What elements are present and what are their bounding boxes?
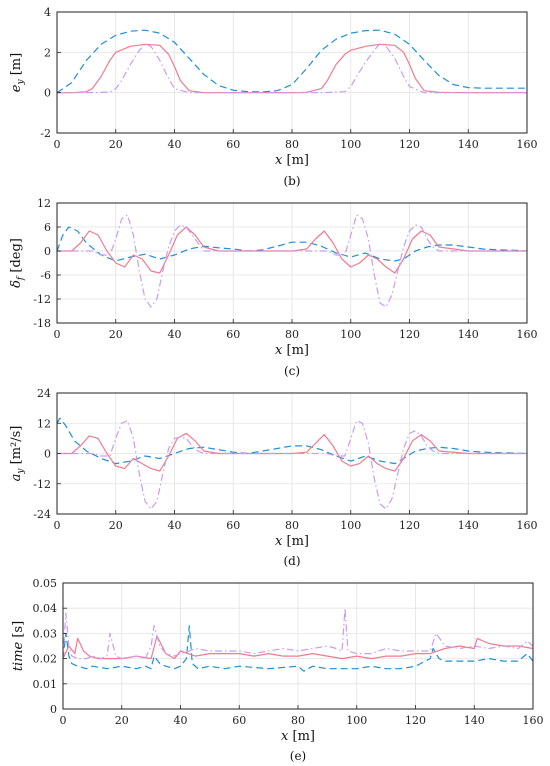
y-tick-label: -12 xyxy=(33,478,51,491)
x-axis-unit: [m] xyxy=(282,153,309,168)
x-tick-label: 60 xyxy=(226,519,240,532)
x-tick-label: 100 xyxy=(340,328,361,341)
x-tick-label: 160 xyxy=(523,714,544,727)
panel-caption: (c) xyxy=(284,364,300,378)
x-tick-label: 160 xyxy=(517,519,538,532)
x-tick-label: 80 xyxy=(285,328,299,341)
series-line-dashed xyxy=(63,625,533,672)
x-tick-label: 0 xyxy=(54,138,61,151)
x-tick-label: 160 xyxy=(517,328,538,341)
x-tick-label: 100 xyxy=(340,138,361,151)
y-axis-unit: [m] xyxy=(9,53,24,80)
y-tick-label: 0 xyxy=(50,703,57,716)
y-axis-label: ay [m²/s] xyxy=(9,426,26,482)
x-tick-label: 120 xyxy=(399,328,420,341)
panel-caption: (d) xyxy=(283,554,300,568)
series-line-dashdot xyxy=(57,214,527,308)
y-tick-label: -18 xyxy=(33,317,51,330)
x-tick-label: 140 xyxy=(458,519,479,532)
y-tick-label: 0 xyxy=(44,448,51,461)
x-tick-label: 40 xyxy=(168,519,182,532)
x-tick-label: 60 xyxy=(226,138,240,151)
x-tick-label: 140 xyxy=(458,328,479,341)
series-line-solid xyxy=(57,432,527,472)
y-tick-label: 12 xyxy=(37,197,51,210)
chart-panel-2: 0 20 40 60 80 100 120 140 160 -18 -12 -6 0 6 12 x [m] δf… xyxy=(9,197,538,378)
x-axis-label: x [m] xyxy=(275,343,309,358)
x-tick-label: 160 xyxy=(517,138,538,151)
y-tick-label: 0 xyxy=(44,87,51,100)
x-tick-label: 40 xyxy=(168,138,182,151)
y-tick-label: 4 xyxy=(44,6,51,19)
chart-panel-4: 0 20 40 60 80 100 120 140 160 0 0.01 0.02 0.03 0.04 0.… xyxy=(11,577,544,763)
y-axis-unit: [deg] xyxy=(9,238,24,277)
y-axis-label: δf [deg] xyxy=(9,238,26,288)
y-tick-label: 0.03 xyxy=(33,627,58,640)
x-tick-label: 80 xyxy=(291,714,305,727)
y-axis-unit: [s] xyxy=(11,621,26,642)
x-tick-label: 120 xyxy=(405,714,426,727)
series-line-dashed xyxy=(57,29,527,94)
y-axis-unit: [m²/s] xyxy=(9,426,24,469)
y-tick-label: 12 xyxy=(37,417,51,430)
x-tick-label: 20 xyxy=(109,519,123,532)
x-axis-label: x [m] xyxy=(275,153,309,168)
x-tick-label: 120 xyxy=(399,519,420,532)
x-axis-unit: [m] xyxy=(282,343,309,358)
series-line-dashdot xyxy=(57,420,527,510)
x-tick-label: 140 xyxy=(464,714,485,727)
x-tick-label: 100 xyxy=(346,714,367,727)
x-tick-label: 60 xyxy=(226,328,240,341)
x-tick-label: 120 xyxy=(399,138,420,151)
x-tick-label: 80 xyxy=(285,519,299,532)
y-tick-label: 0.02 xyxy=(33,653,58,666)
x-tick-label: 140 xyxy=(458,138,479,151)
x-axis-label: x [m] xyxy=(275,534,309,549)
x-tick-label: 40 xyxy=(168,328,182,341)
y-tick-label: 0 xyxy=(44,245,51,258)
y-tick-label: 6 xyxy=(44,221,51,234)
y-tick-label: 24 xyxy=(37,387,51,400)
y-tick-label: 0.01 xyxy=(33,678,58,691)
x-tick-label: 60 xyxy=(232,714,246,727)
x-tick-label: 0 xyxy=(54,328,61,341)
y-axis-subscript: y xyxy=(16,468,26,475)
panel-caption: (e) xyxy=(290,749,306,763)
y-axis-subscript: f xyxy=(16,275,26,281)
y-tick-label: -2 xyxy=(40,127,51,140)
y-tick-label: -12 xyxy=(33,293,51,306)
y-tick-label: 0.04 xyxy=(33,602,58,615)
x-tick-label: 40 xyxy=(174,714,188,727)
series-line-dashdot xyxy=(63,607,533,660)
panel-caption: (b) xyxy=(283,174,300,188)
y-axis-subscript: y xyxy=(16,79,26,86)
x-tick-label: 20 xyxy=(115,714,129,727)
x-tick-label: 0 xyxy=(60,714,67,727)
y-tick-label: 2 xyxy=(44,46,51,59)
y-tick-label: -6 xyxy=(40,269,51,282)
x-tick-label: 0 xyxy=(54,519,61,532)
x-axis-label: x [m] xyxy=(281,729,315,744)
y-axis-label: time [s] xyxy=(11,621,26,671)
y-tick-label: -24 xyxy=(33,508,51,521)
y-tick-label: 0.05 xyxy=(33,577,58,590)
x-tick-label: 20 xyxy=(109,138,123,151)
x-axis-unit: [m] xyxy=(282,534,309,549)
chart-panel-3: 0 20 40 60 80 100 120 140 160 -24 -12 0 12 24 x [m] ay … xyxy=(9,387,538,568)
x-tick-label: 80 xyxy=(285,138,299,151)
x-tick-label: 100 xyxy=(340,519,361,532)
x-axis-unit: [m] xyxy=(288,729,315,744)
series-line-dashdot xyxy=(57,42,527,94)
y-axis-label: ey [m] xyxy=(9,53,26,92)
x-tick-label: 20 xyxy=(109,328,123,341)
